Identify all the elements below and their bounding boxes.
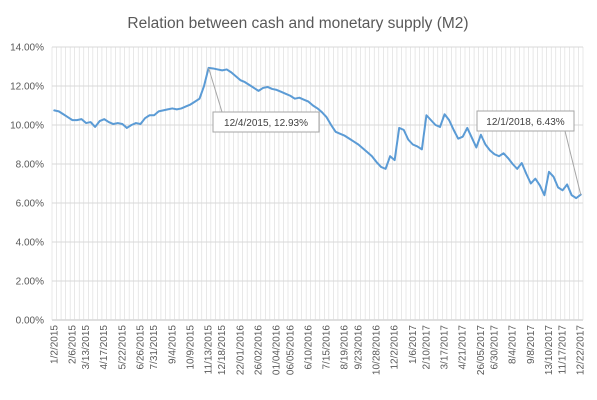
x-tick-label: 9/4/2015: [167, 325, 178, 364]
annotation-leader: [208, 67, 223, 113]
series-layer: [53, 66, 582, 200]
vertical-gridlines: [51, 47, 584, 320]
x-tick-label: 7/15/2016: [322, 325, 333, 370]
y-tick-label: 12.00%: [10, 82, 44, 93]
annotation-label: 12/1/2018, 6.43%: [486, 117, 565, 128]
x-tick-label: 26/05/2017: [476, 325, 487, 375]
y-tick-label: 8.00%: [16, 160, 44, 171]
chart-title: Relation between cash and monetary suppl…: [127, 15, 468, 32]
y-tick-label: 0.00%: [16, 316, 44, 327]
x-tick-label: 10/28/2016: [372, 325, 383, 375]
horizontal-gridlines: [52, 46, 583, 321]
x-tick-label: 3/17/2017: [440, 325, 451, 370]
y-tick-label: 6.00%: [16, 199, 44, 210]
y-axis-tick-labels: 0.00% 2.00% 4.00% 6.00% 8.00% 10.00% 12.00% 14.…: [10, 43, 44, 327]
series-line: [53, 66, 582, 200]
x-tick-label: 4/21/2017: [458, 325, 469, 370]
x-tick-label: 4/17/2015: [99, 325, 110, 370]
x-tick-label: 5/22/2015: [117, 325, 128, 370]
x-tick-label: 8/19/2016: [340, 325, 351, 370]
x-tick-label: 12/22/2017: [576, 325, 587, 375]
x-tick-label: 7/31/2015: [149, 325, 160, 370]
x-tick-label: 22/01/2016: [235, 325, 246, 375]
x-tick-label: 06/05/2016: [285, 325, 296, 375]
x-tick-label: 6/10/2016: [303, 325, 314, 370]
y-tick-label: 4.00%: [16, 238, 44, 249]
x-tick-label: 12/2/2016: [390, 325, 401, 370]
y-tick-label: 10.00%: [10, 121, 44, 132]
annotations-layer: 12/4/2015, 12.93% 12/1/2018, 6.43%: [208, 67, 582, 195]
x-tick-label: 10/9/2015: [185, 325, 196, 370]
x-tick-label: 13/10/2017: [544, 325, 555, 375]
x-tick-label: 9/23/2016: [353, 325, 364, 370]
x-tick-label: 11/13/2015: [204, 325, 215, 375]
x-tick-label: 11/17/2017: [558, 325, 569, 375]
annotation-box: [476, 110, 575, 132]
x-tick-label: 01/04/2016: [272, 325, 283, 375]
y-tick-label: 14.00%: [10, 43, 44, 54]
x-tick-label: 6/26/2015: [136, 325, 147, 370]
x-tick-label: 2/10/2017: [421, 325, 432, 370]
x-tick-label: 6/30/2017: [490, 325, 501, 370]
x-tick-label: 1/6/2017: [408, 325, 419, 364]
x-tick-label: 9/8/2017: [526, 325, 537, 364]
annotation-label: 12/4/2015, 12.93%: [224, 118, 308, 129]
x-tick-label: 8/4/2017: [508, 325, 519, 364]
annotation-leader: [564, 130, 582, 195]
x-tick-label: 1/2/2015: [49, 325, 60, 364]
y-tick-label: 2.00%: [16, 277, 44, 288]
x-tick-label: 12/18/2015: [217, 325, 228, 375]
x-axis-tick-labels: 1/2/2015 2/6/2015 3/13/2015 4/17/2015 5/22/2…: [49, 325, 586, 375]
x-tick-label: 3/13/2015: [81, 325, 92, 370]
annotation-box: [212, 111, 320, 133]
x-tick-label: 2/6/2015: [67, 325, 78, 364]
x-tick-label: 26/02/2016: [254, 325, 265, 375]
